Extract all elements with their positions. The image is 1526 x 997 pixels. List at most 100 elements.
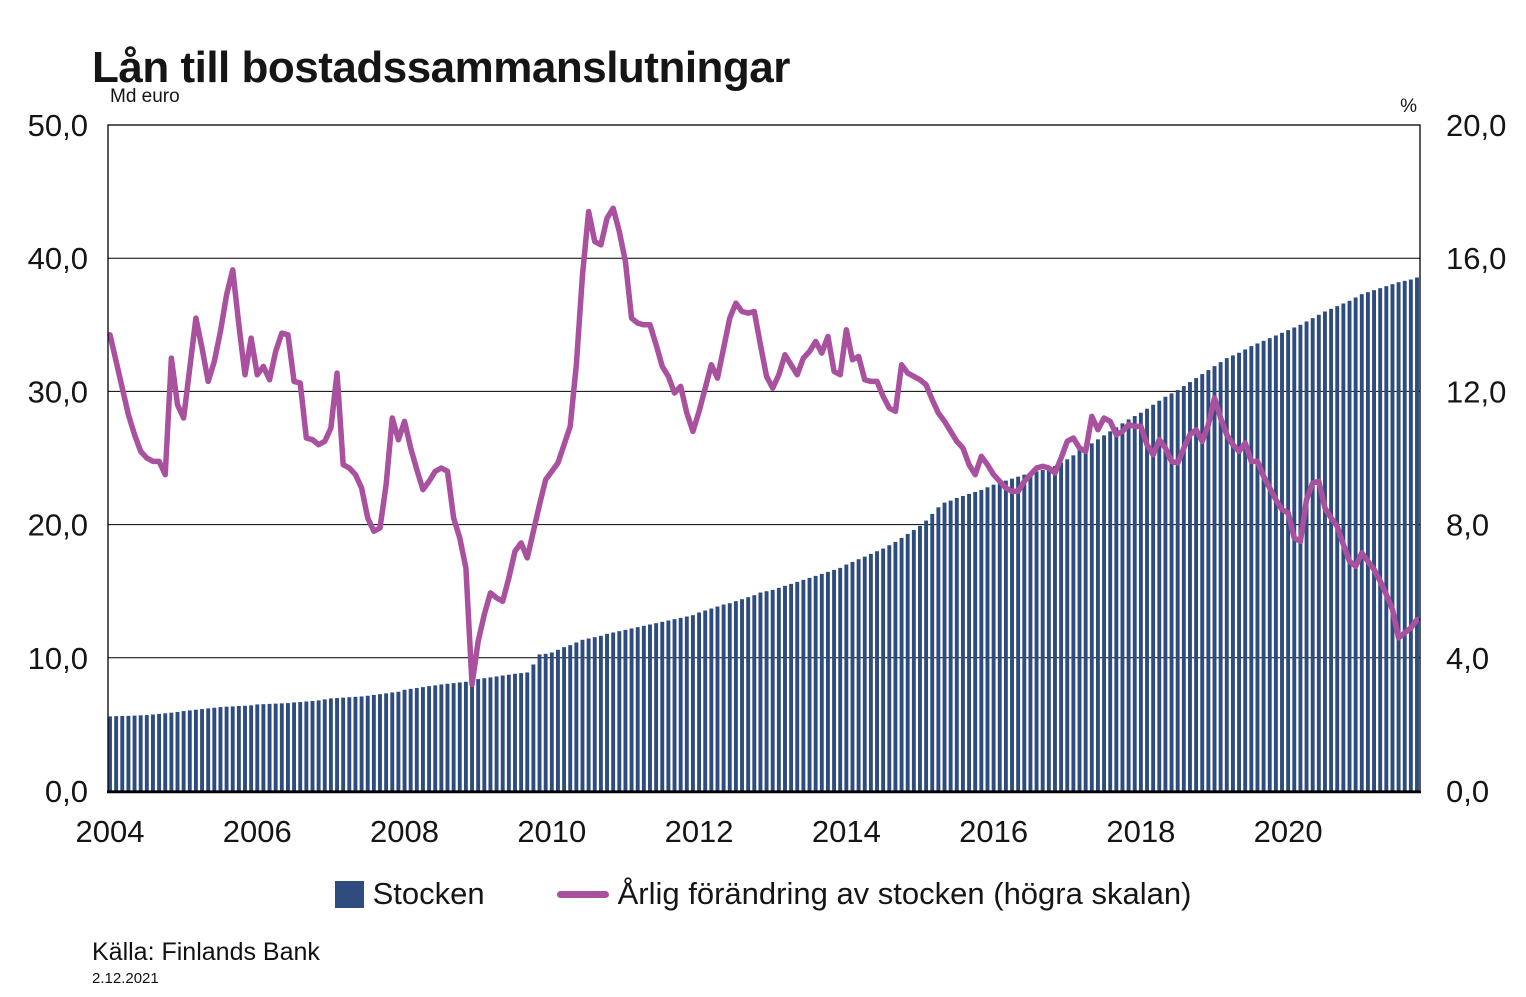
right-axis-tick: 4,0 — [1446, 641, 1489, 676]
bar — [1212, 366, 1217, 791]
publication-date: 2.12.2021 — [92, 970, 159, 987]
bar — [1267, 338, 1272, 791]
bar — [985, 487, 990, 791]
bar — [776, 587, 781, 791]
combo-chart: 0,0 10,0 20,0 30,0 40,0 50,0 0,0 4,0 8,0 12,0 16,0… — [28, 86, 1507, 849]
bar — [991, 484, 996, 791]
bar — [1169, 393, 1174, 791]
bar — [138, 715, 143, 791]
bar — [1083, 446, 1088, 791]
bar — [420, 687, 425, 791]
bar — [918, 525, 922, 791]
bar — [813, 575, 818, 791]
plot-frame — [107, 124, 1421, 794]
bar — [476, 679, 481, 791]
bar — [1310, 318, 1315, 791]
bar — [1335, 306, 1340, 791]
bar — [427, 686, 432, 791]
x-axis-tick: 2006 — [223, 814, 292, 849]
x-axis-tick: 2010 — [517, 814, 586, 849]
bar — [482, 678, 487, 791]
bar — [1384, 286, 1389, 791]
bar — [212, 707, 217, 791]
bar — [1095, 439, 1100, 791]
bar — [697, 612, 702, 791]
bar — [120, 716, 125, 791]
bar — [439, 684, 444, 791]
left-axis-tick: 40,0 — [28, 241, 88, 276]
bar — [384, 693, 389, 791]
bar — [151, 714, 155, 791]
bar — [1040, 469, 1045, 791]
bar — [1188, 382, 1192, 791]
bar — [832, 569, 837, 791]
bar — [960, 495, 965, 791]
bar — [108, 716, 112, 791]
bar — [555, 649, 560, 791]
bar — [126, 715, 131, 791]
plot-border — [107, 124, 1421, 792]
bar — [1249, 346, 1254, 791]
bar — [709, 608, 714, 791]
bar — [114, 716, 119, 791]
line-swatch-icon — [556, 890, 609, 898]
bar — [1157, 400, 1162, 791]
x-axis-tick: 2016 — [959, 814, 1028, 849]
bar — [1365, 292, 1370, 791]
bar — [169, 712, 174, 791]
bar — [304, 701, 309, 791]
bar — [525, 672, 530, 791]
bar — [936, 507, 941, 791]
right-axis-tick: 0,0 — [1446, 774, 1489, 809]
gridlines — [108, 257, 1420, 659]
bar — [783, 585, 787, 791]
bar — [678, 617, 683, 791]
bar — [255, 704, 260, 791]
bar — [611, 632, 616, 791]
bar — [733, 601, 738, 791]
bar — [218, 707, 223, 791]
bar — [175, 712, 180, 791]
bar-swatch-icon — [334, 880, 364, 908]
source-note: Källa: Finlands Bank — [92, 938, 320, 966]
bar — [200, 709, 204, 791]
legend-label-annual-change: Årlig förändring av stocken (högra skala… — [617, 876, 1192, 911]
bar — [261, 704, 266, 791]
bar — [948, 500, 953, 791]
bar — [1218, 362, 1223, 791]
bar — [844, 564, 849, 791]
left-axis-unit: Md euro — [110, 86, 180, 107]
bar — [1022, 474, 1027, 791]
bar — [905, 533, 910, 791]
bar — [267, 703, 272, 791]
bar — [243, 705, 247, 791]
bar — [592, 637, 597, 791]
bar — [1132, 416, 1137, 791]
bar — [1003, 480, 1008, 791]
bar — [1120, 423, 1125, 791]
bar — [494, 676, 499, 791]
bar — [1390, 284, 1395, 791]
bar — [654, 623, 659, 791]
bar — [850, 561, 855, 791]
bar — [1292, 327, 1297, 791]
axis-labels: 0,0 10,0 20,0 30,0 40,0 50,0 0,0 4,0 8,0 12,0 16,0… — [28, 86, 1507, 849]
bar — [838, 567, 843, 791]
bar — [1408, 279, 1413, 791]
bar — [819, 573, 824, 791]
bar — [181, 711, 186, 791]
bar — [911, 529, 916, 791]
bar — [378, 694, 382, 791]
legend-item-annual-change: Årlig förändring av stocken (högra skala… — [556, 876, 1192, 912]
bar — [144, 715, 149, 791]
x-axis-tick: 2020 — [1254, 814, 1323, 849]
bar — [531, 664, 536, 791]
bar — [273, 703, 278, 791]
bar — [1138, 412, 1143, 791]
left-axis-tick: 30,0 — [28, 374, 88, 409]
bar — [408, 688, 413, 791]
right-axis-tick: 8,0 — [1446, 508, 1489, 543]
bar — [868, 553, 873, 791]
bar — [672, 619, 677, 791]
